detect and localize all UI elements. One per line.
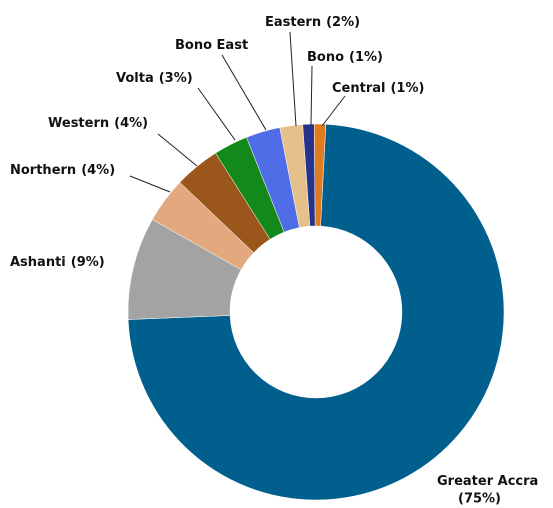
slice-label: Eastern (2%): [265, 15, 360, 30]
category-label: Central: [332, 81, 385, 96]
category-label: Western: [48, 116, 109, 131]
value-label: (9%): [71, 255, 105, 270]
leader-line: [197, 87, 236, 141]
value-label: (75%): [458, 492, 501, 507]
leader-line: [157, 133, 198, 167]
slice-label: Northern (4%): [10, 163, 115, 178]
slice: [314, 123, 327, 227]
slice-label: Ashanti (9%): [10, 255, 105, 270]
slice-label: Greater Accra: [437, 474, 538, 489]
value-label: (2%): [326, 15, 360, 30]
leader-line: [321, 95, 346, 127]
slice-label: Western (4%): [48, 116, 148, 131]
leader-line: [129, 175, 171, 193]
category-label: Northern: [10, 163, 76, 178]
category-label: Ashanti: [10, 255, 66, 270]
slice-label: Volta (3%): [116, 71, 193, 86]
category-label: Bono: [307, 50, 344, 65]
value-label: (1%): [390, 81, 424, 96]
leader-line: [289, 31, 297, 127]
category-label: Bono East: [175, 38, 248, 53]
leader-line: [221, 54, 267, 131]
category-label: Greater Accra: [437, 474, 538, 489]
slice-label: Central (1%): [332, 81, 424, 96]
leader-line: [310, 65, 313, 126]
slice-label: Bono (1%): [307, 50, 383, 65]
value-label: (4%): [114, 116, 148, 131]
value-label: (3%): [159, 71, 193, 86]
category-label: Eastern: [265, 15, 321, 30]
value-label: (1%): [349, 50, 383, 65]
category-label: Volta: [116, 71, 154, 86]
slice: [127, 123, 505, 501]
value-label: (4%): [81, 163, 115, 178]
slice-label: Bono East: [175, 38, 248, 53]
